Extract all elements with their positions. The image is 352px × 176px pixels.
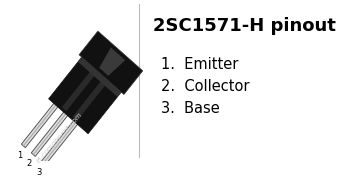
- Polygon shape: [31, 110, 69, 156]
- Polygon shape: [33, 112, 68, 155]
- Polygon shape: [41, 119, 79, 165]
- Polygon shape: [78, 57, 121, 97]
- Polygon shape: [99, 48, 125, 76]
- Text: 1: 1: [17, 151, 22, 160]
- Polygon shape: [79, 31, 143, 95]
- Polygon shape: [21, 102, 59, 148]
- Text: 1.  Emitter: 1. Emitter: [162, 57, 239, 72]
- Text: el-component.com: el-component.com: [35, 111, 83, 164]
- Polygon shape: [23, 103, 58, 146]
- Polygon shape: [73, 79, 107, 121]
- Polygon shape: [49, 57, 121, 134]
- Text: 2.  Collector: 2. Collector: [162, 78, 250, 94]
- Text: 2: 2: [27, 159, 32, 168]
- Polygon shape: [62, 69, 96, 111]
- Polygon shape: [43, 120, 77, 164]
- Text: 3: 3: [37, 168, 42, 176]
- Text: 3.  Base: 3. Base: [162, 100, 220, 115]
- Text: 2SC1571-H pinout: 2SC1571-H pinout: [153, 17, 336, 35]
